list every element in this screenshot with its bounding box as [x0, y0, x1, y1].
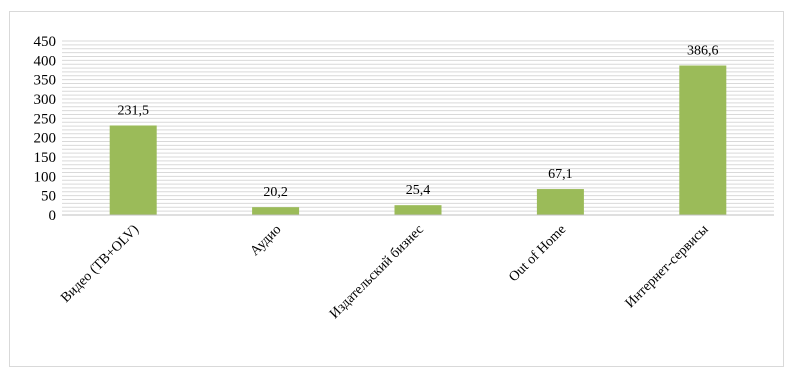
y-tick-label: 150: [34, 150, 57, 166]
y-axis: 0 50 100 150 200 250 300 350 400 450: [34, 34, 57, 224]
y-tick-label: 250: [34, 111, 57, 127]
y-tick-label: 200: [34, 131, 57, 147]
x-tick-label: Интернет-сервисы: [623, 222, 712, 311]
x-tick-label: Издательский бизнес: [327, 222, 427, 322]
bar: [252, 207, 299, 215]
x-tick-label: Out of Home: [506, 222, 569, 285]
bar: [110, 125, 157, 215]
x-tick-label: Видео (ТВ+OLV): [58, 222, 142, 306]
bar: [537, 189, 584, 215]
y-tick-label: 350: [34, 73, 57, 89]
y-tick-label: 300: [34, 92, 57, 108]
bar: [395, 205, 442, 215]
y-tick-label: 450: [34, 34, 57, 50]
data-label: 25,4: [406, 183, 431, 198]
data-label: 231,5: [117, 103, 149, 118]
bar: [679, 66, 726, 215]
y-tick-label: 0: [49, 208, 57, 224]
x-axis: Видео (ТВ+OLV) Аудио Издательский бизнес Ou…: [58, 215, 774, 322]
data-label: 386,6: [687, 44, 719, 59]
y-tick-label: 100: [34, 169, 57, 185]
x-tick-label: Аудио: [248, 222, 285, 259]
data-label: 67,1: [548, 167, 573, 182]
data-label: 20,2: [263, 185, 288, 200]
y-tick-label: 50: [41, 189, 56, 205]
y-tick-label: 400: [34, 53, 57, 69]
